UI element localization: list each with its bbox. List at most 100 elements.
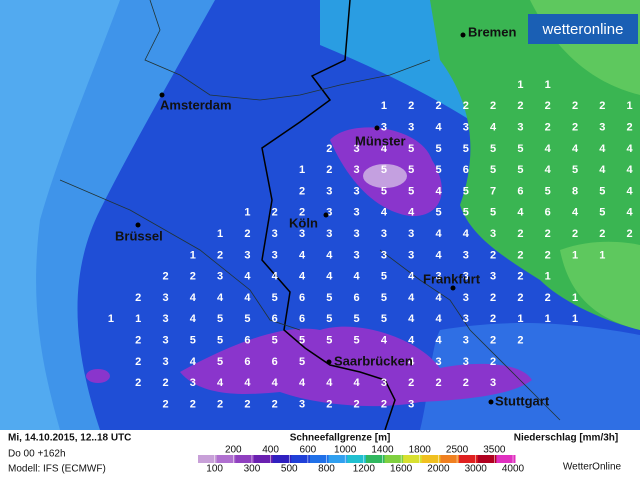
precip-value: 5 <box>463 207 469 219</box>
precip-value: 4 <box>572 207 579 219</box>
precip-value: 1 <box>299 164 305 176</box>
precip-value: 4 <box>381 335 388 347</box>
precip-value: 5 <box>381 271 387 283</box>
precip-value: 4 <box>435 228 442 240</box>
precip-value: 4 <box>381 207 388 219</box>
precip-value: 5 <box>435 164 441 176</box>
precip-value: 3 <box>408 122 414 134</box>
precip-value: 2 <box>490 249 496 261</box>
city-dot <box>135 222 141 228</box>
precip-value: 4 <box>599 143 606 155</box>
precip-value: 6 <box>299 292 305 304</box>
city-dot <box>460 32 466 38</box>
precip-value: 2 <box>545 249 551 261</box>
snow-line-tick: 4000 <box>502 464 525 475</box>
precip-value: 4 <box>599 164 606 176</box>
precip-value: 2 <box>162 398 168 410</box>
precip-value: 2 <box>490 100 496 112</box>
city-label: Amsterdam <box>160 97 232 112</box>
precip-value: 1 <box>108 313 114 325</box>
snow-line-tick: 1400 <box>371 445 394 456</box>
precip-value: 2 <box>190 398 196 410</box>
color-segment <box>440 455 460 463</box>
precip-value: 4 <box>354 377 361 389</box>
precip-value: 5 <box>272 335 278 347</box>
precip-value: 2 <box>490 335 496 347</box>
precip-value: 3 <box>381 228 387 240</box>
border <box>144 0 431 101</box>
city-label: Bremen <box>468 24 516 39</box>
precip-value: 1 <box>244 207 250 219</box>
snow-line-tick: 1800 <box>409 445 432 456</box>
precip-value: 4 <box>627 143 634 155</box>
precip-value: 5 <box>599 207 605 219</box>
precip-value: 2 <box>190 271 196 283</box>
precip-value: 2 <box>545 122 551 134</box>
precip-value: 4 <box>435 292 442 304</box>
precip-value: 4 <box>435 313 442 325</box>
city-label: Brüssel <box>115 228 163 243</box>
precip-value: 6 <box>354 292 360 304</box>
city-label: Münster <box>355 133 406 148</box>
precip-value: 1 <box>627 100 633 112</box>
border <box>59 179 301 331</box>
precip-value: 5 <box>381 164 387 176</box>
snow-line-tick: 1000 <box>334 445 357 456</box>
precip-value: 2 <box>272 398 278 410</box>
precip-value: 4 <box>381 143 388 155</box>
precip-value: 4 <box>272 271 279 283</box>
city-dot <box>374 125 380 131</box>
precip-value: 3 <box>272 249 278 261</box>
precip-value: 4 <box>627 185 634 197</box>
city-dot <box>450 285 456 291</box>
precip-value: 3 <box>272 228 278 240</box>
precip-value: 3 <box>299 228 305 240</box>
precip-value: 4 <box>435 249 442 261</box>
border <box>379 249 561 421</box>
color-segment <box>347 455 367 463</box>
precip-value: 5 <box>572 164 578 176</box>
precip-value: 3 <box>354 143 360 155</box>
precip-value: 4 <box>217 377 224 389</box>
snow-line-tick: 300 <box>244 464 261 475</box>
city-dot <box>326 359 332 365</box>
color-segment <box>235 455 255 463</box>
precip-value: 4 <box>408 335 415 347</box>
precip-value: 3 <box>354 249 360 261</box>
snow-line-tick: 1200 <box>353 464 376 475</box>
precip-value: 5 <box>599 185 605 197</box>
precip-value: 2 <box>217 398 223 410</box>
precip-value: 2 <box>162 271 168 283</box>
precip-value: 3 <box>381 249 387 261</box>
precip-value: 2 <box>517 271 523 283</box>
precip-value: 2 <box>299 207 305 219</box>
city-label: Köln <box>289 215 318 230</box>
precip-value: 5 <box>217 313 223 325</box>
precip-value: 3 <box>408 398 414 410</box>
precip-value: 6 <box>517 185 523 197</box>
precip-value: 5 <box>326 292 332 304</box>
precip-value: 4 <box>463 228 470 240</box>
precip-value: 4 <box>572 143 579 155</box>
precip-value: 5 <box>463 185 469 197</box>
snow-line-tick: 100 <box>206 464 223 475</box>
precip-value: 5 <box>354 335 360 347</box>
precip-value: 4 <box>408 271 415 283</box>
city-label: Frankfurt <box>423 271 481 286</box>
precip-value: 5 <box>490 164 496 176</box>
cyan-area <box>320 0 473 120</box>
snow-line-tick: 600 <box>300 445 317 456</box>
precip-value: 2 <box>135 292 141 304</box>
precip-value: 2 <box>627 122 633 134</box>
precip-value: 1 <box>545 271 551 283</box>
precip-value: 4 <box>326 249 333 261</box>
precip-value: 5 <box>381 185 387 197</box>
precip-value: 2 <box>572 100 578 112</box>
precip-value: 4 <box>354 271 361 283</box>
precip-value: 2 <box>517 292 523 304</box>
precip-value: 2 <box>244 398 250 410</box>
precip-value: 3 <box>162 356 168 368</box>
snow-line-tick: 3000 <box>465 464 488 475</box>
color-segment <box>198 455 218 463</box>
snow-line-tick: 2500 <box>446 445 469 456</box>
